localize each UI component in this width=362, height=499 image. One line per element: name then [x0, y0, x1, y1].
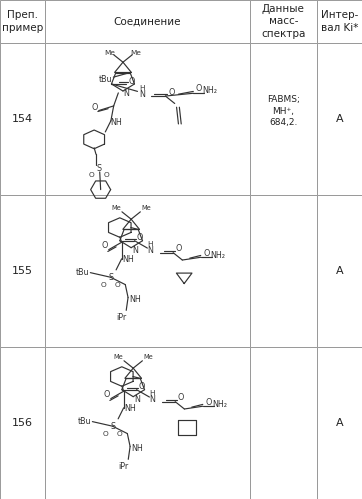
Text: O: O: [176, 245, 182, 253]
Text: iPr: iPr: [117, 313, 127, 322]
Text: O: O: [104, 172, 109, 178]
Text: NH: NH: [122, 255, 134, 264]
Text: NH₂: NH₂: [210, 251, 225, 260]
Text: NH₂: NH₂: [212, 400, 227, 409]
Text: tBu: tBu: [76, 268, 90, 277]
Text: Me: Me: [114, 354, 123, 360]
Text: Me: Me: [143, 354, 153, 360]
Bar: [0, 347, 45, 499]
Bar: [250, 43, 317, 195]
Text: S: S: [110, 422, 115, 431]
Bar: [317, 43, 362, 195]
Text: O: O: [169, 88, 175, 97]
Bar: [317, 347, 362, 499]
Bar: [250, 0, 317, 43]
Bar: [0, 43, 45, 195]
Text: O: O: [203, 249, 210, 258]
Text: N: N: [149, 395, 155, 404]
Bar: [45, 195, 250, 347]
Text: Данные
масс-
спектра: Данные масс- спектра: [261, 4, 306, 39]
Text: NH: NH: [132, 444, 143, 453]
Text: H: H: [139, 85, 145, 91]
Text: O: O: [115, 281, 121, 287]
Text: S: S: [108, 273, 113, 282]
Text: NH: NH: [124, 404, 136, 413]
Bar: [45, 347, 250, 499]
Text: O: O: [177, 393, 184, 403]
Text: 154: 154: [12, 114, 33, 124]
Bar: [250, 347, 317, 499]
Text: N: N: [139, 90, 145, 99]
Text: NH: NH: [130, 295, 141, 304]
Text: Me: Me: [111, 205, 121, 211]
Bar: [45, 0, 250, 43]
Text: N: N: [134, 395, 140, 404]
Bar: [0, 195, 45, 347]
Text: Me: Me: [131, 50, 142, 56]
Text: Соединение: Соединение: [114, 16, 181, 26]
Bar: [317, 0, 362, 43]
Text: NH: NH: [110, 118, 122, 127]
Text: H: H: [150, 390, 155, 396]
Text: H: H: [147, 242, 153, 248]
Text: N: N: [123, 89, 129, 98]
Text: O: O: [129, 77, 135, 86]
Text: Me: Me: [141, 205, 151, 211]
Text: 156: 156: [12, 418, 33, 428]
Text: iPr: iPr: [118, 462, 129, 471]
Text: FABMS;
MH⁺,
684,2.: FABMS; MH⁺, 684,2.: [267, 95, 300, 127]
Text: O: O: [196, 84, 202, 93]
Text: A: A: [336, 114, 343, 124]
Bar: [250, 195, 317, 347]
Text: O: O: [205, 398, 211, 407]
Text: O: O: [100, 281, 106, 287]
Text: O: O: [137, 234, 143, 243]
Text: S: S: [96, 164, 101, 173]
Text: O: O: [102, 431, 108, 437]
Text: O: O: [139, 382, 145, 391]
Text: O: O: [104, 390, 110, 399]
Text: Me: Me: [105, 50, 115, 56]
Text: A: A: [336, 418, 343, 428]
Text: tBu: tBu: [78, 417, 92, 426]
Text: A: A: [336, 266, 343, 276]
Bar: [317, 195, 362, 347]
Text: tBu: tBu: [99, 75, 113, 84]
Text: O: O: [91, 103, 98, 112]
Text: N: N: [147, 247, 153, 255]
Text: Преп.
пример: Преп. пример: [2, 10, 43, 32]
Text: O: O: [88, 172, 94, 178]
Text: O: O: [117, 431, 123, 437]
Text: 155: 155: [12, 266, 33, 276]
Text: N: N: [132, 246, 138, 255]
Bar: [45, 43, 250, 195]
Text: O: O: [101, 242, 108, 250]
Bar: [0, 0, 45, 43]
Text: Интер-
вал Ki*: Интер- вал Ki*: [321, 10, 358, 32]
Text: NH₂: NH₂: [203, 86, 218, 95]
